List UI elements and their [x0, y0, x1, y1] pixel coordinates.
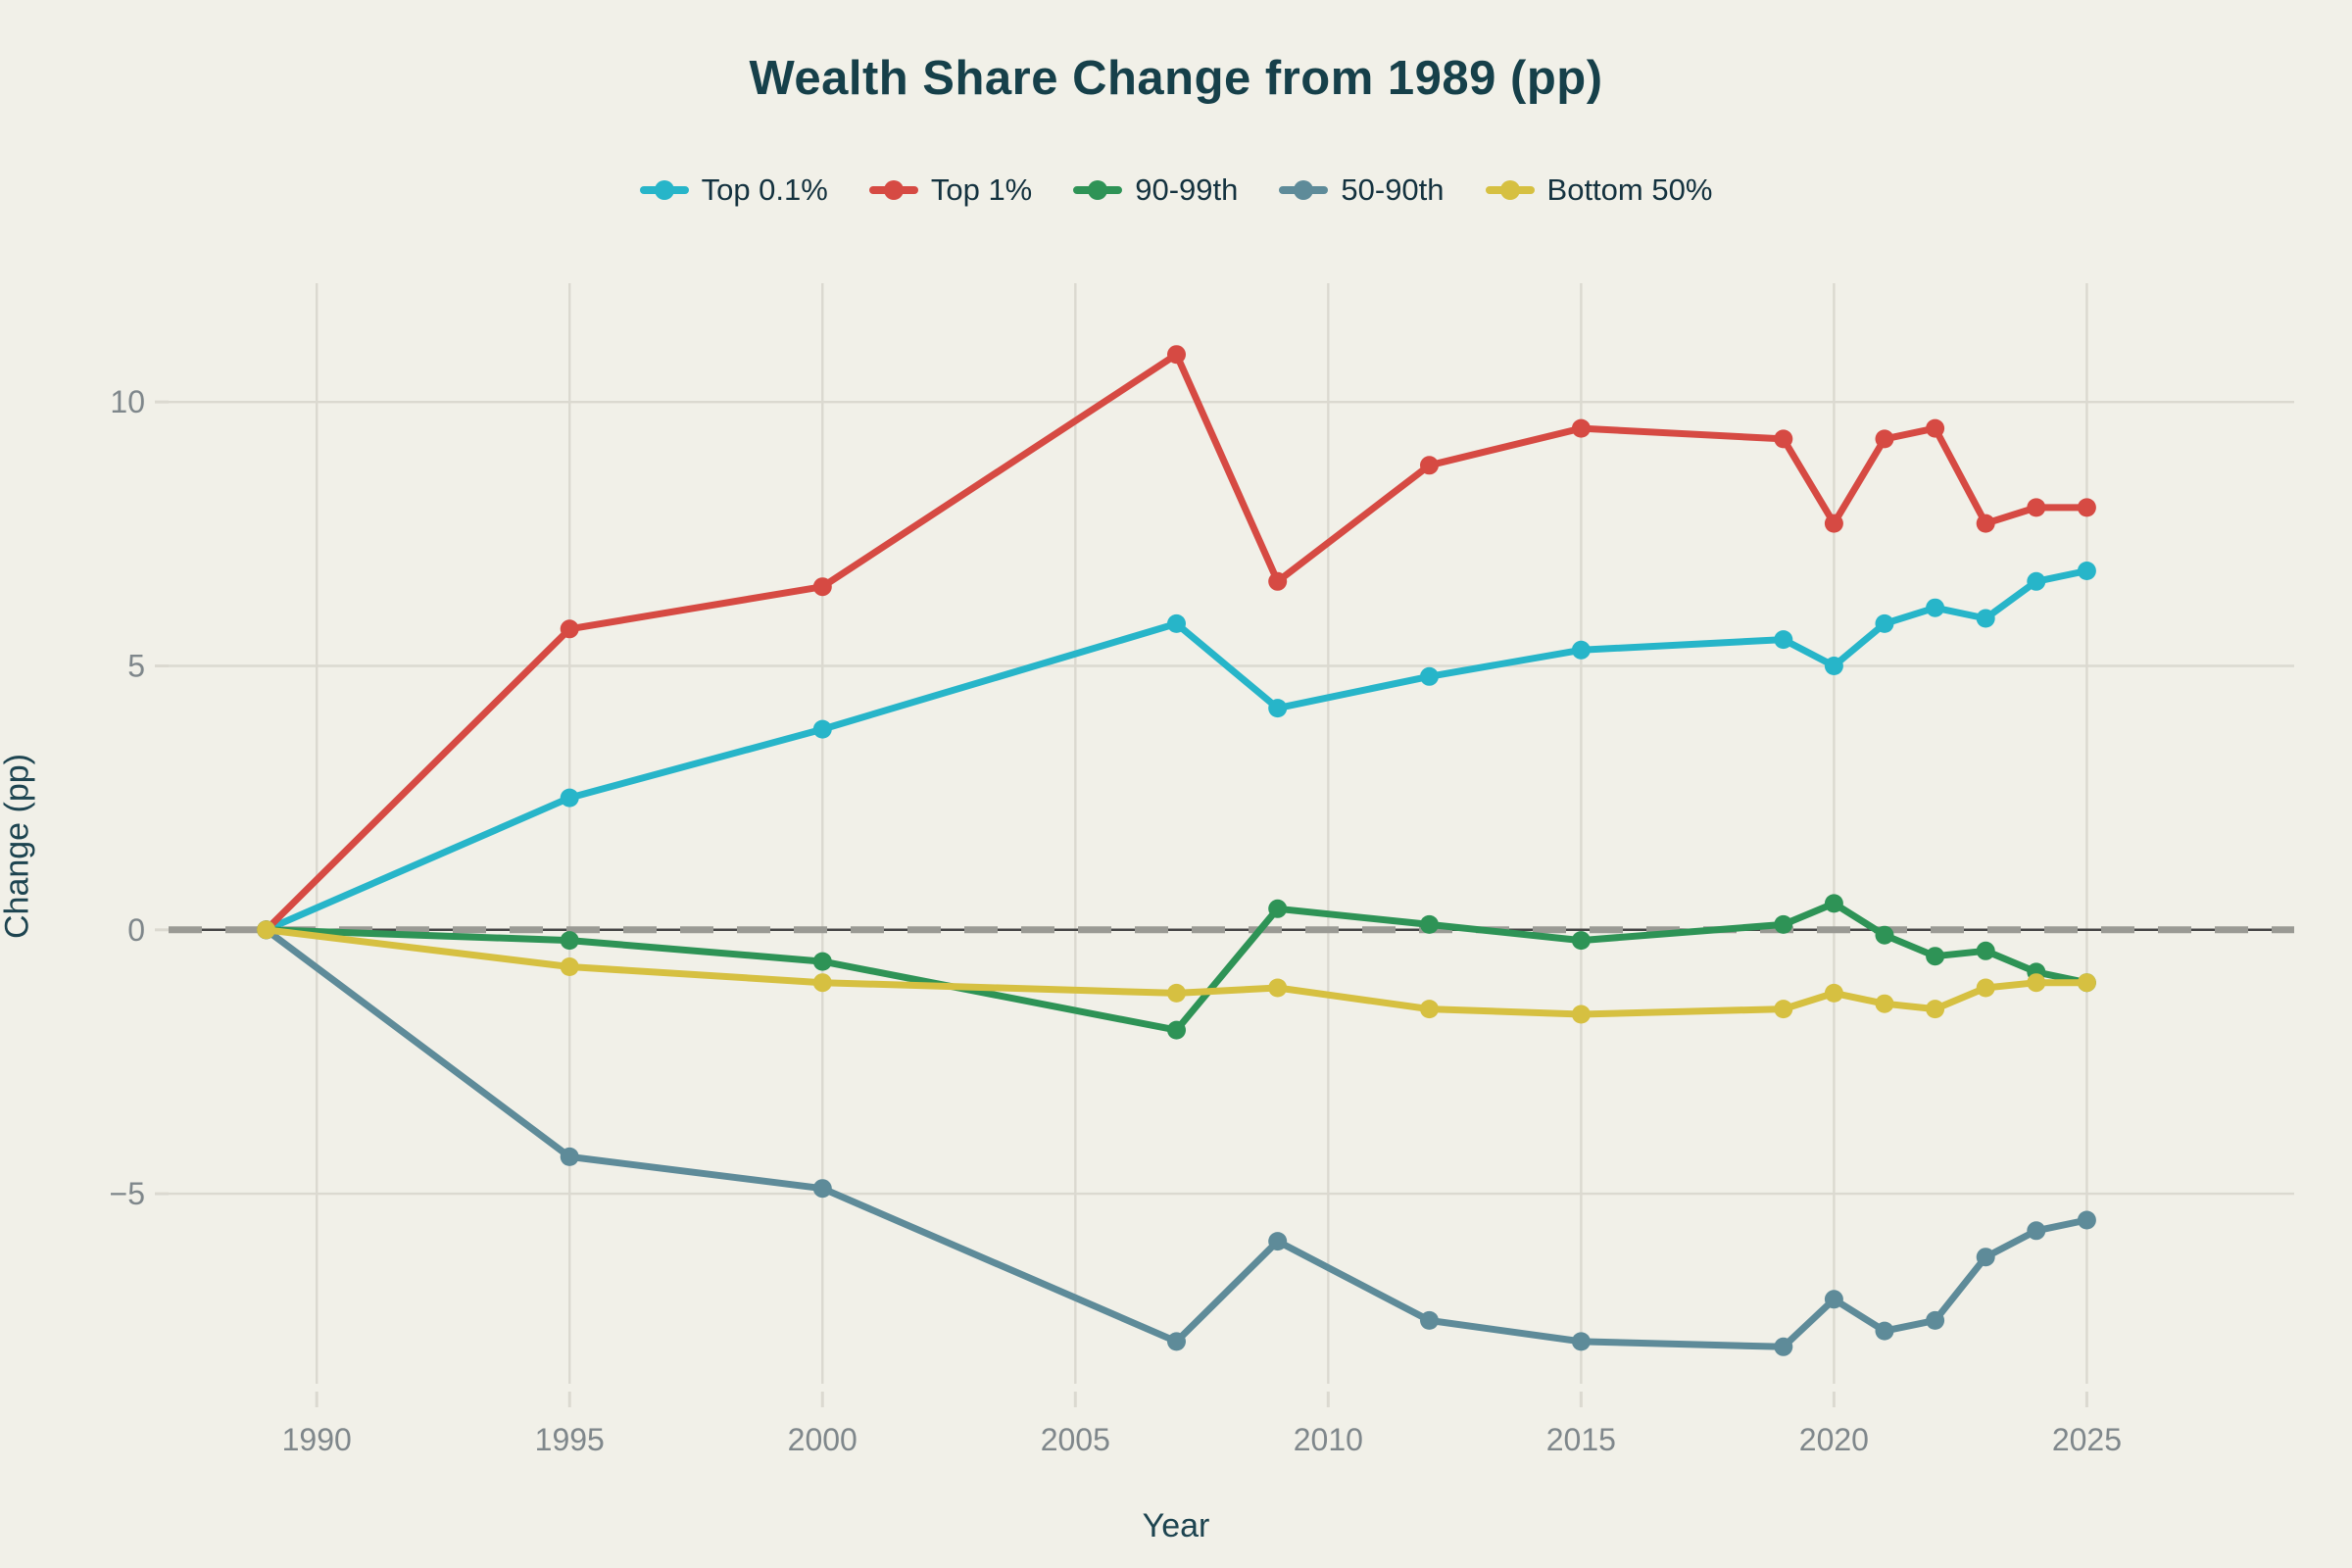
tick-label-y-0: 0	[127, 912, 145, 948]
point-top-1-2024	[2027, 498, 2046, 517]
point-bottom-50-2025	[2077, 973, 2096, 993]
point-top-1-2025	[2077, 498, 2096, 517]
point-top-1-1995	[560, 619, 579, 639]
tick-label-x-1995: 1995	[535, 1422, 605, 1457]
point-50-90th-2012	[1420, 1310, 1439, 1330]
point-top-1-2009	[1268, 571, 1288, 591]
point-bottom-50-2024	[2027, 973, 2046, 993]
point-50-90th-2022	[1926, 1310, 1945, 1330]
point-bottom-50-2015	[1571, 1004, 1591, 1024]
point-top-0-1-2000	[812, 719, 832, 739]
point-90-99th-2019	[1774, 914, 1793, 934]
point-top-1-2015	[1571, 418, 1591, 438]
point-bottom-50-1989	[257, 920, 276, 940]
tick-label-x-2000: 2000	[788, 1422, 858, 1457]
point-bottom-50-2009	[1268, 978, 1288, 998]
legend-label: Top 0.1%	[701, 172, 828, 207]
point-50-90th-2007	[1167, 1332, 1186, 1351]
legend-label: 50-90th	[1341, 172, 1445, 207]
point-90-99th-2000	[812, 952, 832, 971]
point-50-90th-2020	[1824, 1290, 1843, 1309]
point-90-99th-2021	[1875, 925, 1894, 945]
point-top-1-2023	[1976, 514, 1995, 533]
tick-label-x-1990: 1990	[282, 1422, 352, 1457]
legend-marker-icon	[1485, 179, 1535, 201]
point-90-99th-2007	[1167, 1020, 1186, 1040]
point-top-1-2019	[1774, 429, 1793, 449]
series-line-50-90th	[263, 926, 2090, 1350]
x-axis-title: Year	[1142, 1507, 1210, 1544]
point-90-99th-2022	[1926, 947, 1945, 966]
point-90-99th-2009	[1268, 899, 1288, 918]
point-50-90th-2009	[1268, 1232, 1288, 1251]
point-top-0-1-2019	[1774, 630, 1793, 650]
point-top-1-2007	[1167, 345, 1186, 365]
point-top-0-1-2015	[1571, 640, 1591, 660]
point-50-90th-2019	[1774, 1337, 1793, 1356]
legend-item-bottom-50[interactable]: Bottom 50%	[1485, 172, 1713, 208]
point-bottom-50-2021	[1875, 994, 1894, 1013]
legend-marker-icon	[1073, 179, 1123, 201]
legend-marker-icon	[639, 179, 689, 201]
point-50-90th-2015	[1571, 1332, 1591, 1351]
point-top-1-2000	[812, 577, 832, 597]
point-bottom-50-1995	[560, 957, 579, 976]
point-top-0-1-2020	[1824, 657, 1843, 675]
point-top-0-1-1995	[560, 788, 579, 808]
series-line-top-1	[263, 351, 2090, 934]
point-50-90th-2021	[1875, 1321, 1894, 1341]
point-bottom-50-2020	[1824, 983, 1843, 1003]
point-90-99th-2020	[1824, 894, 1843, 913]
point-top-0-1-2025	[2077, 562, 2096, 580]
point-bottom-50-2019	[1774, 1000, 1793, 1019]
point-50-90th-2023	[1976, 1248, 1995, 1267]
point-top-0-1-2009	[1268, 699, 1288, 718]
point-top-0-1-2022	[1926, 598, 1945, 617]
point-top-0-1-2007	[1167, 613, 1186, 633]
legend-label: 90-99th	[1135, 172, 1239, 207]
legend-label: Bottom 50%	[1546, 172, 1713, 207]
legend-marker-icon	[1279, 179, 1329, 201]
point-bottom-50-2000	[812, 973, 832, 993]
point-top-0-1-2023	[1976, 609, 1995, 628]
tick-label-x-2010: 2010	[1294, 1422, 1363, 1457]
point-top-1-2022	[1926, 418, 1945, 438]
tick-label-y-10: 10	[110, 384, 145, 419]
point-50-90th-2000	[812, 1179, 832, 1199]
point-90-99th-2015	[1571, 931, 1591, 951]
point-bottom-50-2012	[1420, 1000, 1439, 1019]
point-50-90th-2024	[2027, 1221, 2046, 1241]
tick-label-y-5: 5	[127, 648, 145, 683]
point-top-1-2021	[1875, 429, 1894, 449]
legend-label: Top 1%	[930, 172, 1033, 207]
y-axis-title: Change (pp)	[0, 754, 36, 940]
tick-label-x-2015: 2015	[1546, 1422, 1616, 1457]
point-90-99th-2023	[1976, 941, 1995, 960]
point-90-99th-2012	[1420, 914, 1439, 934]
legend-item-90-99th[interactable]: 90-99th	[1073, 172, 1238, 208]
point-top-0-1-2024	[2027, 571, 2046, 591]
point-90-99th-1995	[560, 931, 579, 951]
legend-item-top-0-1[interactable]: Top 0.1%	[639, 172, 828, 208]
tick-label-x-2025: 2025	[2052, 1422, 2122, 1457]
legend-item-50-90th[interactable]: 50-90th	[1279, 172, 1445, 208]
point-top-1-2012	[1420, 456, 1439, 475]
tick-label-y--5: −5	[110, 1176, 145, 1211]
tick-label-x-2005: 2005	[1041, 1422, 1110, 1457]
point-top-1-2020	[1824, 514, 1843, 533]
point-top-0-1-2012	[1420, 666, 1439, 686]
chart-legend: Top 0.1% Top 1% 90-99th 50-90th Bottom 50%	[0, 172, 2352, 208]
point-50-90th-1995	[560, 1147, 579, 1166]
point-top-0-1-2021	[1875, 613, 1894, 633]
tick-label-x-2020: 2020	[1799, 1422, 1869, 1457]
series-line-90-99th	[263, 900, 2090, 1034]
point-bottom-50-2007	[1167, 983, 1186, 1003]
point-50-90th-2025	[2077, 1210, 2096, 1230]
point-bottom-50-2022	[1926, 1000, 1945, 1019]
legend-item-top-1[interactable]: Top 1%	[868, 172, 1033, 208]
chart-title: Wealth Share Change from 1989 (pp)	[749, 52, 1603, 105]
legend-marker-icon	[868, 179, 918, 201]
point-bottom-50-2023	[1976, 978, 1995, 998]
